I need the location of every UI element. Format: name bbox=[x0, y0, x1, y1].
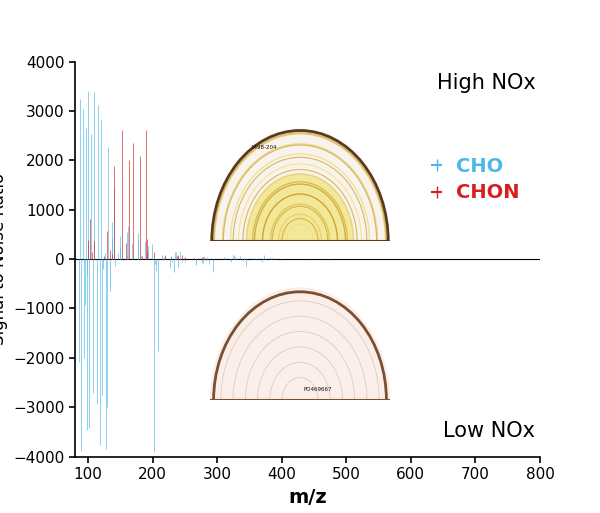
Text: PO469667: PO469667 bbox=[304, 387, 332, 391]
Ellipse shape bbox=[219, 299, 381, 502]
Ellipse shape bbox=[246, 173, 354, 309]
Text: High NOx: High NOx bbox=[437, 73, 535, 93]
Ellipse shape bbox=[210, 287, 390, 513]
Ellipse shape bbox=[210, 128, 390, 354]
Text: Low NOx: Low NOx bbox=[443, 421, 535, 441]
Text: 1498-204: 1498-204 bbox=[251, 145, 277, 150]
Y-axis label: Signal to Noise Ratio: Signal to Noise Ratio bbox=[0, 173, 8, 345]
Legend: CHO, CHON: CHO, CHON bbox=[425, 150, 526, 209]
X-axis label: m/z: m/z bbox=[288, 487, 327, 506]
